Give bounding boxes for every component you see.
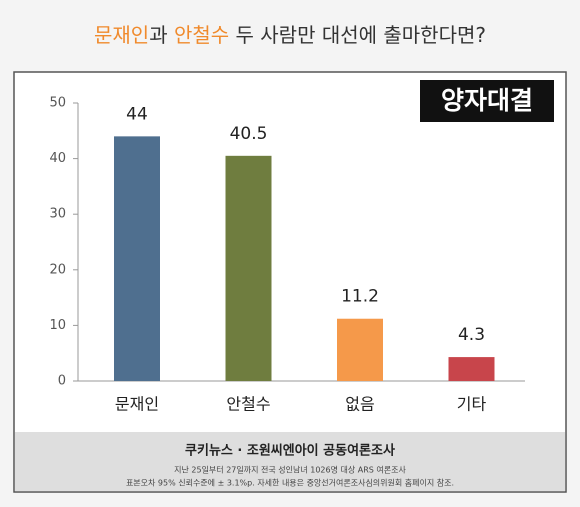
badge-box (420, 80, 554, 122)
frame (13, 71, 567, 493)
title-part: 문재인 (94, 23, 149, 47)
y-tick-label: 10 (49, 318, 66, 333)
y-tick-label: 50 (49, 96, 66, 111)
footer-band (15, 432, 565, 491)
value-label: 11.2 (341, 287, 379, 307)
badge: 양자대결 (441, 86, 533, 115)
y-tick-label: 20 (49, 262, 66, 277)
source: 쿠키뉴스 · 조원씨엔아이 공동여론조사 (185, 443, 395, 459)
note: 표본오차 95% 신뢰수준에 ± 3.1%p. 자세한 내용은 중앙선거여론조사… (126, 478, 454, 488)
x-tick-label: 안철수 (226, 395, 270, 414)
x-tick-label: 문재인 (115, 395, 159, 414)
bar (225, 155, 272, 381)
title-part: 안철수 (174, 23, 229, 47)
value-label: 40.5 (230, 124, 268, 144)
value-label: 4.3 (458, 325, 485, 345)
x-tick-label: 없음 (345, 395, 374, 414)
title-part: 과 (149, 23, 174, 47)
note: 지난 25일부터 27일까지 전국 성인남녀 1026명 대상 ARS 여론조사 (174, 465, 406, 475)
y-tick-label: 30 (49, 207, 66, 222)
title-part: 두 사람만 대선에 출마한다면? (229, 23, 486, 47)
bar (337, 318, 383, 381)
x-tick-label: 기타 (457, 395, 487, 414)
bar (448, 357, 495, 381)
y-tick-label: 0 (58, 374, 66, 389)
chart-title: 문재인과 안철수 두 사람만 대선에 출마한다면? (94, 23, 486, 47)
y-tick-label: 40 (49, 151, 66, 166)
bar (114, 136, 160, 381)
value-label: 44 (126, 104, 148, 124)
